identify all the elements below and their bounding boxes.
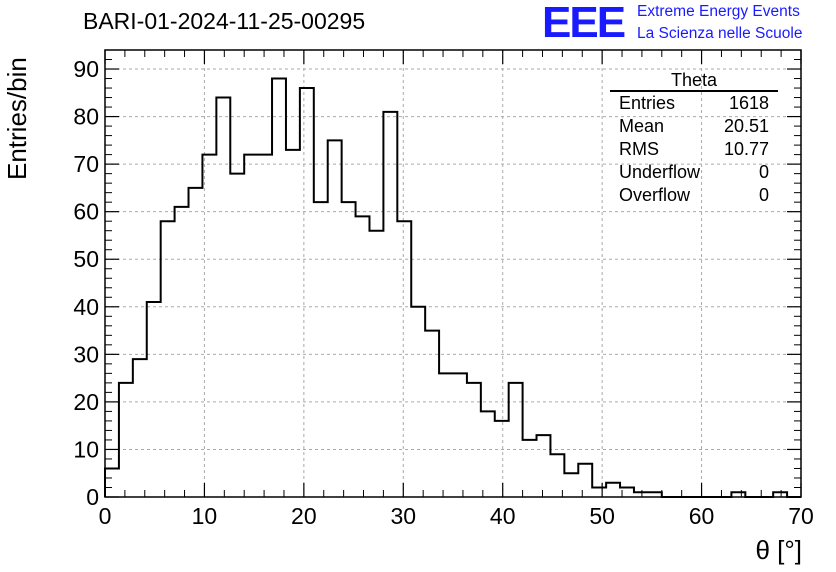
histogram-bar xyxy=(537,435,551,497)
y-tick-label: 30 xyxy=(73,341,99,367)
stats-row-overflow: Overflow 0 xyxy=(610,184,778,207)
histogram-bar xyxy=(397,221,411,497)
x-axis-label: θ [°] xyxy=(755,535,802,565)
y-tick-label: 80 xyxy=(73,104,99,130)
org-name-line2: La Scienza nelle Scuole xyxy=(637,25,803,42)
histogram-bar xyxy=(328,140,342,497)
stats-title: Theta xyxy=(610,70,778,92)
histogram-bar xyxy=(453,373,467,497)
histogram-bar xyxy=(314,202,328,497)
plot-frame xyxy=(104,49,802,498)
histogram-bar xyxy=(578,464,592,497)
histogram-bar xyxy=(342,202,356,497)
histogram-bar xyxy=(481,411,495,497)
histogram-bar xyxy=(606,483,620,497)
stats-value: 10.77 xyxy=(723,139,769,159)
stats-row-mean: Mean 20.51 xyxy=(610,115,778,138)
y-tick-label: 10 xyxy=(73,436,99,462)
stats-value: 0 xyxy=(758,162,769,182)
histogram-bar xyxy=(383,112,397,497)
histogram-bar xyxy=(147,302,161,497)
stats-value: 1618 xyxy=(728,93,769,113)
x-tick-label: 60 xyxy=(689,503,715,529)
stats-value: 0 xyxy=(758,185,769,205)
histogram-bar xyxy=(509,383,523,497)
histogram-bar xyxy=(286,150,300,497)
y-tick-label: 60 xyxy=(73,199,99,225)
stats-box: Theta Entries 1618 Mean 20.51 RMS 10.77 … xyxy=(610,70,778,207)
stats-label: RMS xyxy=(619,139,659,159)
histogram-outline xyxy=(104,77,801,498)
y-tick-label: 40 xyxy=(73,294,99,320)
histogram-bar xyxy=(300,88,314,497)
stats-row-entries: Entries 1618 xyxy=(610,92,778,115)
x-tick-label: 10 xyxy=(192,503,218,529)
stats-label: Entries xyxy=(619,93,676,113)
histogram-bar xyxy=(272,79,286,497)
histogram-bar xyxy=(105,468,119,497)
histogram-bar xyxy=(175,207,189,497)
y-tick-label: 20 xyxy=(73,389,99,415)
y-tick-label: 50 xyxy=(73,246,99,272)
x-tick-label: 0 xyxy=(99,503,112,529)
histogram-bar xyxy=(425,331,439,497)
chart-title: BARI-01-2024-11-25-00295 xyxy=(83,8,366,34)
x-tick-label: 40 xyxy=(490,503,516,529)
histogram-bar xyxy=(230,174,244,497)
y-tick-label: 0 xyxy=(86,484,99,510)
histogram-bar xyxy=(369,231,383,497)
histogram-bar xyxy=(495,421,509,497)
histogram-bar xyxy=(592,487,606,497)
x-tick-label: 70 xyxy=(788,503,814,529)
histogram-bar xyxy=(439,373,453,497)
histogram-bar xyxy=(244,155,258,497)
y-tick-label: 70 xyxy=(73,151,99,177)
y-tick-label: 90 xyxy=(73,56,99,82)
histogram-bar xyxy=(189,188,203,497)
histogram-bar xyxy=(133,359,147,497)
stats-label: Underflow xyxy=(619,162,701,182)
histogram-bar xyxy=(467,383,481,497)
stats-value: 20.51 xyxy=(723,116,769,136)
stats-row-underflow: Underflow 0 xyxy=(610,161,778,184)
x-tick-label: 20 xyxy=(291,503,317,529)
x-tick-label: 30 xyxy=(390,503,416,529)
x-tick-label: 50 xyxy=(589,503,615,529)
stats-label: Overflow xyxy=(619,185,691,205)
stats-row-rms: RMS 10.77 xyxy=(610,138,778,161)
histogram-bar xyxy=(119,383,133,497)
histogram-bar xyxy=(564,473,578,497)
histogram-bar xyxy=(258,155,272,497)
histogram-bar xyxy=(356,216,370,497)
eee-logo: EEE xyxy=(542,0,626,47)
histogram-bar xyxy=(202,155,216,497)
histogram-bar xyxy=(216,98,230,497)
org-name-line1: Extreme Energy Events xyxy=(637,3,800,20)
stats-label: Mean xyxy=(619,116,665,136)
histogram-bar xyxy=(523,440,537,497)
histogram-bar xyxy=(161,221,175,497)
